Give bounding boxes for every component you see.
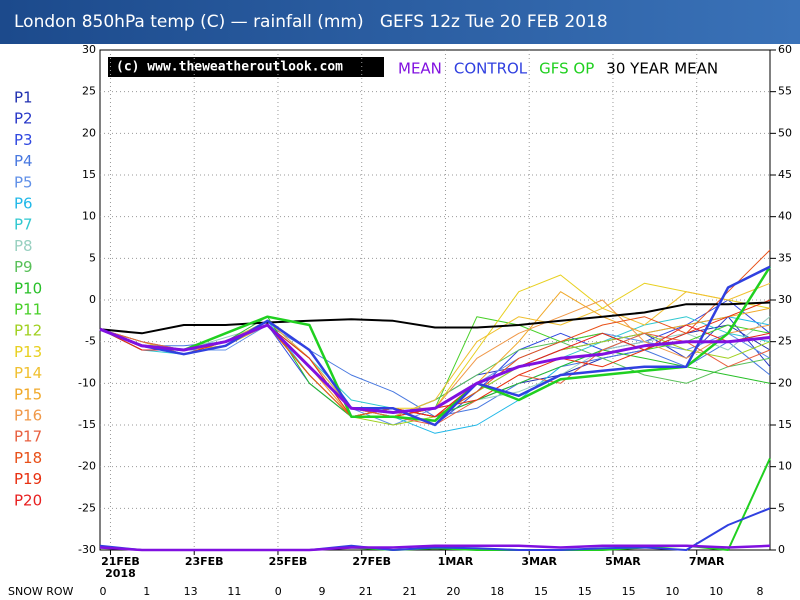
snow-row-value: 0 bbox=[100, 585, 107, 598]
y2-tick-label: 40 bbox=[778, 210, 792, 223]
legend-entry: P17 bbox=[14, 428, 42, 446]
legend-entry: P8 bbox=[14, 237, 33, 255]
x-year-label: 2018 bbox=[105, 567, 136, 580]
y2-tick-label: 45 bbox=[778, 168, 792, 181]
y-tick-label: 5 bbox=[89, 251, 96, 264]
y2-tick-label: 25 bbox=[778, 335, 792, 348]
y2-tick-label: 20 bbox=[778, 376, 792, 389]
x-tick-label: 27FEB bbox=[352, 555, 391, 568]
legend-entry: P15 bbox=[14, 385, 42, 403]
chart-title: London 850hPa temp (C) — rainfall (mm) G… bbox=[14, 12, 608, 32]
temp-line bbox=[99, 291, 771, 418]
snow-row-value: 15 bbox=[622, 585, 636, 598]
legend-entry: P5 bbox=[14, 173, 33, 191]
snow-row-value: 10 bbox=[709, 585, 723, 598]
y2-tick-label: 10 bbox=[778, 460, 792, 473]
legend-entry: GFS OP bbox=[539, 60, 594, 78]
temp-line bbox=[99, 266, 772, 423]
y2-tick-label: 0 bbox=[778, 543, 785, 556]
legend-entry: P4 bbox=[14, 152, 33, 170]
y2-tick-label: 5 bbox=[778, 501, 785, 514]
legend-entry: P13 bbox=[14, 343, 42, 361]
y-tick-label: -10 bbox=[78, 376, 96, 389]
temp-line bbox=[99, 301, 771, 335]
header-bar bbox=[0, 0, 800, 44]
x-tick-label: 1MAR bbox=[438, 555, 474, 568]
temp-line bbox=[99, 249, 771, 418]
legend-entry: P18 bbox=[14, 449, 42, 467]
y-tick-label: 10 bbox=[82, 210, 96, 223]
temp-line bbox=[99, 316, 771, 434]
y2-tick-label: 60 bbox=[778, 43, 792, 56]
rain-line bbox=[99, 507, 771, 551]
y-tick-label: -5 bbox=[85, 335, 96, 348]
x-tick-label: 3MAR bbox=[521, 555, 557, 568]
legend-entry: P14 bbox=[14, 364, 42, 382]
legend-entry: P11 bbox=[14, 301, 42, 319]
y-tick-label: -25 bbox=[78, 501, 96, 514]
legend-entry: P6 bbox=[14, 195, 33, 213]
snow-row-value: 20 bbox=[446, 585, 460, 598]
legend-entry: 30 YEAR MEAN bbox=[606, 60, 718, 78]
temp-line bbox=[99, 265, 771, 427]
y-tick-label: 30 bbox=[82, 43, 96, 56]
y-tick-label: 25 bbox=[82, 85, 96, 98]
snow-row-value: 10 bbox=[665, 585, 679, 598]
snow-row-value: 1 bbox=[143, 585, 150, 598]
x-tick-label: 5MAR bbox=[605, 555, 641, 568]
snow-row-label: SNOW ROW bbox=[8, 585, 74, 598]
legend-entry: P9 bbox=[14, 258, 33, 276]
snow-row-value: 0 bbox=[275, 585, 282, 598]
legend-entry: P19 bbox=[14, 470, 42, 488]
y-tick-label: -15 bbox=[78, 418, 96, 431]
y-tick-label: -20 bbox=[78, 460, 96, 473]
watermark: (c) www.theweatheroutlook.com bbox=[116, 60, 343, 75]
x-tick-label: 7MAR bbox=[689, 555, 725, 568]
legend-entry: P3 bbox=[14, 131, 33, 149]
legend-entry: CONTROL bbox=[454, 60, 528, 78]
legend-entry: MEAN bbox=[398, 60, 442, 78]
temp-line bbox=[99, 299, 771, 426]
y2-tick-label: 55 bbox=[778, 85, 792, 98]
y2-tick-label: 15 bbox=[778, 418, 792, 431]
x-tick-label: 21FEB bbox=[101, 555, 140, 568]
y-tick-label: -30 bbox=[78, 543, 96, 556]
watermark-box bbox=[108, 57, 384, 77]
x-tick-label: 25FEB bbox=[269, 555, 308, 568]
legend-entry: P1 bbox=[14, 89, 33, 107]
legend-entry: P10 bbox=[14, 279, 42, 297]
legend-entry: P2 bbox=[14, 110, 33, 128]
y2-tick-label: 30 bbox=[778, 293, 792, 306]
temp-line bbox=[99, 323, 771, 414]
snow-row-value: 13 bbox=[184, 585, 198, 598]
legend-entry: P7 bbox=[14, 216, 33, 234]
snow-row-value: 11 bbox=[227, 585, 241, 598]
y-tick-label: 20 bbox=[82, 126, 96, 139]
snow-row-value: 18 bbox=[490, 585, 504, 598]
y-tick-label: 15 bbox=[82, 168, 96, 181]
snow-row-value: 15 bbox=[578, 585, 592, 598]
legend-entry: P12 bbox=[14, 322, 42, 340]
snow-row-value: 21 bbox=[403, 585, 417, 598]
snow-row-value: 9 bbox=[319, 585, 326, 598]
x-tick-label: 23FEB bbox=[185, 555, 224, 568]
y-tick-label: 0 bbox=[89, 293, 96, 306]
legend-entry: P20 bbox=[14, 491, 42, 509]
y2-tick-label: 50 bbox=[778, 126, 792, 139]
snow-row-value: 8 bbox=[757, 585, 764, 598]
y2-tick-label: 35 bbox=[778, 251, 792, 264]
rain-line bbox=[99, 457, 771, 551]
snow-row-value: 21 bbox=[359, 585, 373, 598]
legend-entry: P16 bbox=[14, 407, 42, 425]
rain-line bbox=[99, 544, 771, 552]
snow-row-value: 15 bbox=[534, 585, 548, 598]
